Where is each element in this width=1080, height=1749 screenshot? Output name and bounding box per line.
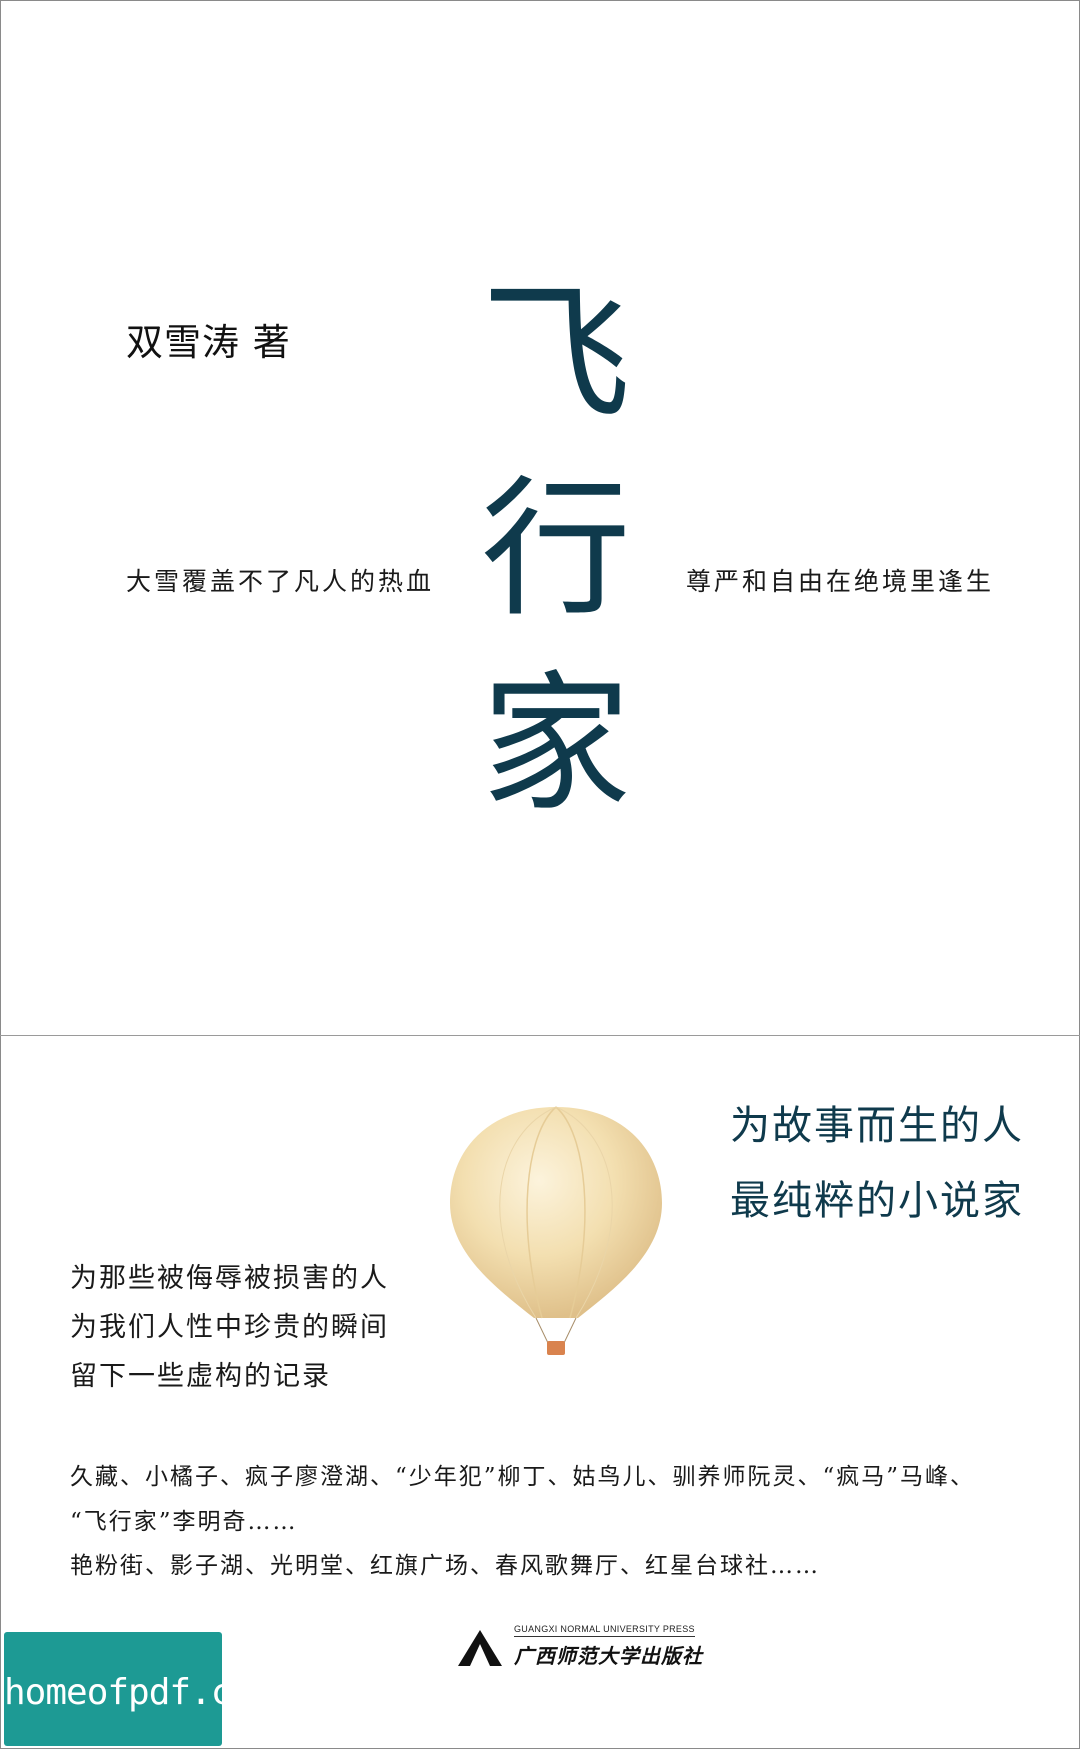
publisher-logo-icon (458, 1630, 502, 1666)
publisher-name-cn: 广西师范大学出版社 (514, 1644, 703, 1668)
character-names-line-2: “飞行家”李明奇…… (70, 1509, 298, 1535)
place-names-line: 艳粉街、影子湖、光明堂、红旗广场、春风歌舞厅、红星台球社…… (70, 1553, 820, 1579)
watermark-text: homeofpdf.com (4, 1672, 274, 1713)
watermark-badge: homeofpdf.com (4, 1632, 274, 1746)
tagline-left: 大雪覆盖不了凡人的热血 (126, 567, 435, 596)
title-char-2: 行 (480, 463, 631, 637)
dedication-line-1: 为那些被侮辱被损害的人 (70, 1263, 389, 1294)
cover-divider (0, 1035, 1080, 1036)
dedication-line-2: 为我们人性中珍贵的瞬间 (70, 1312, 389, 1343)
author-name: 双雪涛 著 (126, 321, 291, 364)
publisher-name-en: GUANGXI NORMAL UNIVERSITY PRESS (514, 1624, 695, 1637)
slogan-line-1: 为故事而生的人 (730, 1103, 1024, 1149)
title-char-1: 飞 (480, 268, 631, 442)
dedication-line-3: 留下一些虚构的记录 (70, 1361, 331, 1392)
tagline-right: 尊严和自由在绝境里逢生 (686, 567, 995, 596)
slogan-line-2: 最纯粹的小说家 (730, 1178, 1024, 1224)
hot-air-balloon-illustration (450, 1106, 662, 1355)
title-char-3: 家 (480, 658, 631, 832)
publisher-mark: GUANGXI NORMAL UNIVERSITY PRESS 广西师范大学出版… (456, 1624, 702, 1670)
character-names-line-1: 久藏、小橘子、疯子廖澄湖、“少年犯”柳丁、姑鸟儿、驯养师阮灵、“疯马”马峰、 (70, 1464, 976, 1490)
